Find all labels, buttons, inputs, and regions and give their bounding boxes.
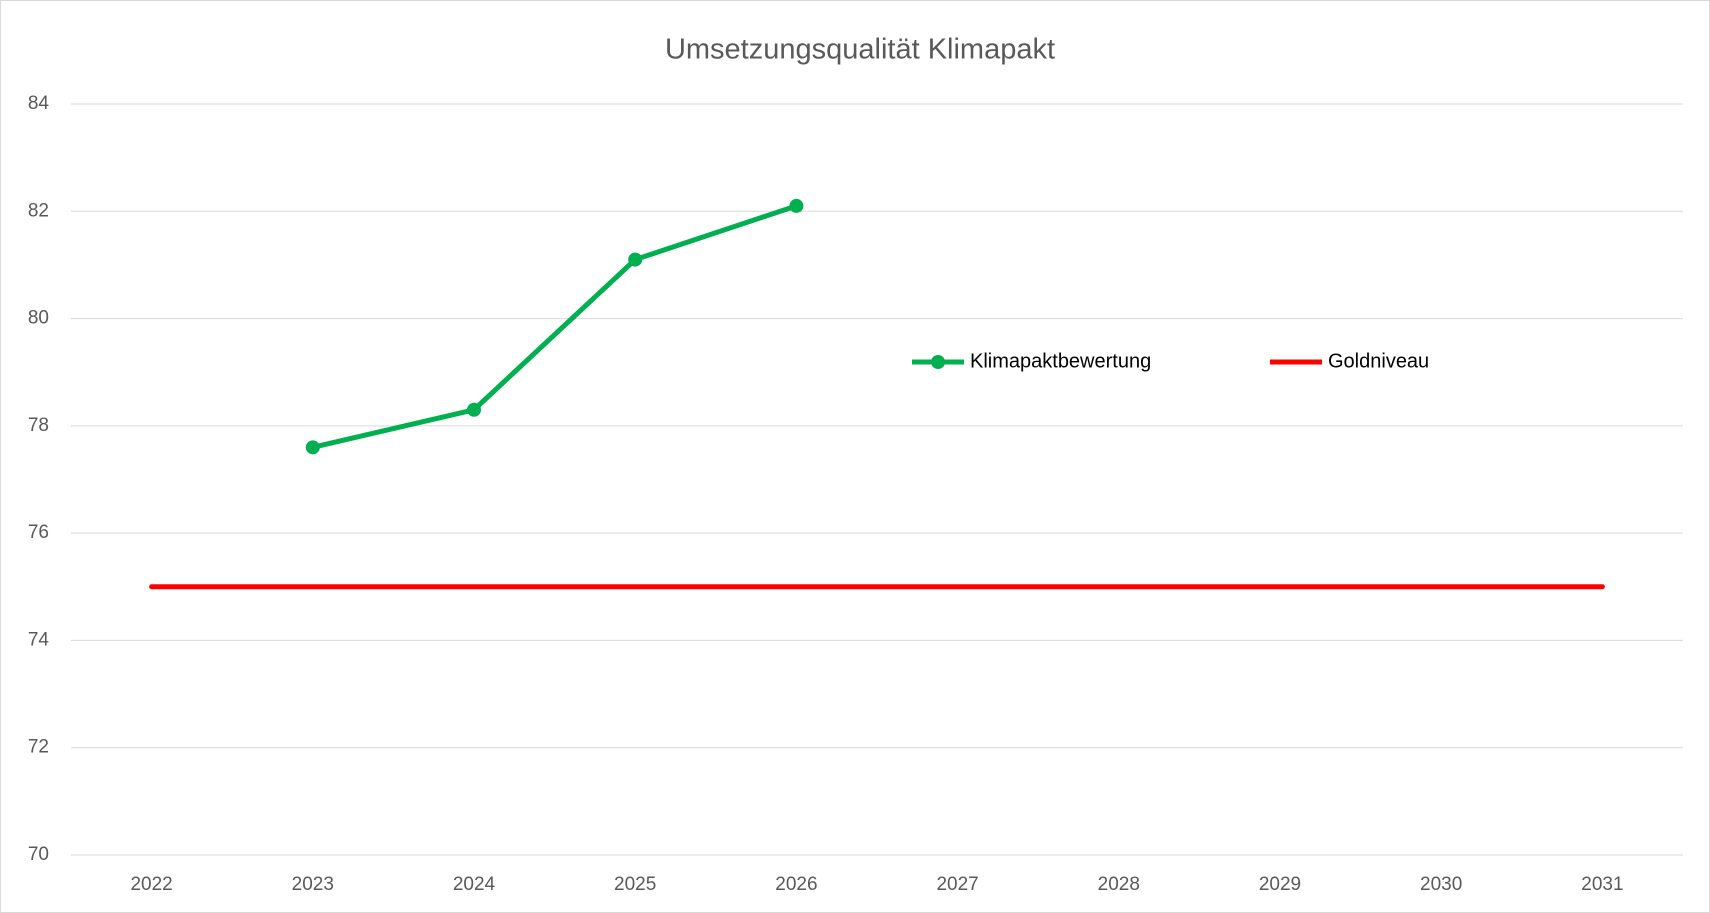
chart-title: Umsetzungsqualität Klimapakt bbox=[665, 34, 1055, 66]
series-line bbox=[310, 203, 799, 450]
y-tick-label: 72 bbox=[28, 737, 49, 758]
y-tick-label: 78 bbox=[28, 415, 49, 436]
x-tick-label: 2024 bbox=[453, 874, 496, 895]
x-tick-label: 2026 bbox=[775, 874, 817, 895]
x-tick-label: 2030 bbox=[1420, 874, 1462, 895]
legend-marker bbox=[931, 355, 945, 369]
data-point bbox=[628, 252, 643, 267]
x-tick-label: 2027 bbox=[936, 874, 978, 895]
data-point bbox=[467, 402, 481, 417]
y-tick-label: 76 bbox=[28, 522, 49, 543]
legend-label: Goldniveau bbox=[1328, 350, 1429, 372]
y-tick-label: 80 bbox=[28, 308, 49, 329]
x-tick-label: 2031 bbox=[1581, 874, 1623, 895]
data-point bbox=[789, 198, 804, 213]
y-tick-label: 82 bbox=[28, 200, 49, 221]
y-tick-label: 84 bbox=[28, 93, 50, 114]
y-tick-label: 74 bbox=[28, 629, 50, 650]
x-tick-label: 2028 bbox=[1098, 874, 1140, 895]
data-point bbox=[305, 440, 320, 455]
x-tick-label: 2025 bbox=[614, 874, 656, 895]
legend-label: Klimapaktbewertung bbox=[970, 350, 1151, 372]
y-tick-label: 70 bbox=[28, 844, 49, 865]
x-tick-label: 2029 bbox=[1259, 874, 1301, 895]
x-tick-label: 2023 bbox=[292, 874, 334, 895]
x-tick-label: 2022 bbox=[130, 874, 172, 895]
